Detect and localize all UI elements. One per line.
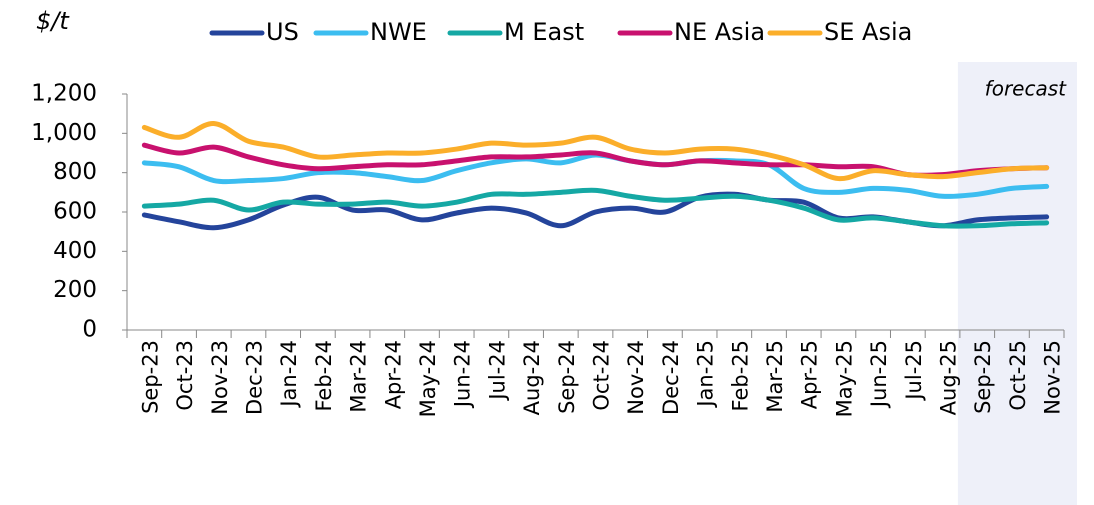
x-tick-label: Oct-23 [173, 340, 197, 411]
x-tick-label: Sep-24 [555, 340, 579, 414]
x-tick-label: Oct-24 [590, 340, 614, 411]
x-tick-label: Aug-24 [520, 340, 544, 415]
y-tick-label: 400 [53, 238, 97, 264]
x-tick-label: Mar-24 [347, 340, 371, 413]
y-tick-label: 0 [82, 317, 97, 343]
x-tick-label: Apr-24 [381, 340, 405, 409]
x-tick-label: Nov-24 [624, 340, 648, 415]
x-tick-label: Jan-25 [694, 340, 718, 409]
x-tick-label: Jun-25 [867, 340, 891, 409]
x-tick-label: May-24 [416, 340, 440, 417]
x-tick-label: Feb-25 [728, 340, 752, 411]
x-tick-label: Sep-25 [971, 340, 995, 414]
y-tick-label: 1,000 [31, 120, 97, 146]
x-tick-label: Jun-24 [451, 340, 475, 409]
y-tick-label: 600 [53, 199, 97, 225]
x-tick-label: Mar-25 [763, 340, 787, 413]
series-line [141, 142, 1050, 178]
series-line [141, 121, 1050, 182]
x-tick-label: Dec-23 [242, 340, 266, 415]
x-tick-label: Nov-23 [208, 340, 232, 415]
y-tick-label: 800 [53, 159, 97, 185]
x-tick-label: Jul-25 [902, 340, 926, 402]
legend-label: US [266, 18, 299, 46]
x-tick-label: Jan-24 [277, 340, 301, 409]
legend-label: SE Asia [824, 18, 912, 46]
legend-label: M East [504, 18, 584, 46]
y-axis-label: $/t [36, 7, 70, 35]
series-line [141, 187, 1050, 229]
x-tick-label: Nov-25 [1041, 340, 1065, 415]
legend-label: NWE [370, 18, 427, 46]
forecast-label: forecast [985, 77, 1067, 101]
y-tick-label: 1,200 [31, 81, 97, 107]
x-tick-label: Dec-24 [659, 340, 683, 415]
y-tick-label: 200 [53, 277, 97, 303]
x-tick-label: Apr-25 [798, 340, 822, 409]
x-tick-label: Sep-23 [138, 340, 162, 414]
x-tick-label: Feb-24 [312, 340, 336, 411]
forecast-region [957, 62, 1077, 505]
x-tick-label: Jul-24 [485, 340, 509, 402]
legend-label: NE Asia [674, 18, 765, 46]
x-tick-label: Aug-25 [937, 340, 961, 415]
x-tick-label: May-25 [832, 340, 856, 417]
x-tick-label: Oct-25 [1006, 340, 1030, 411]
